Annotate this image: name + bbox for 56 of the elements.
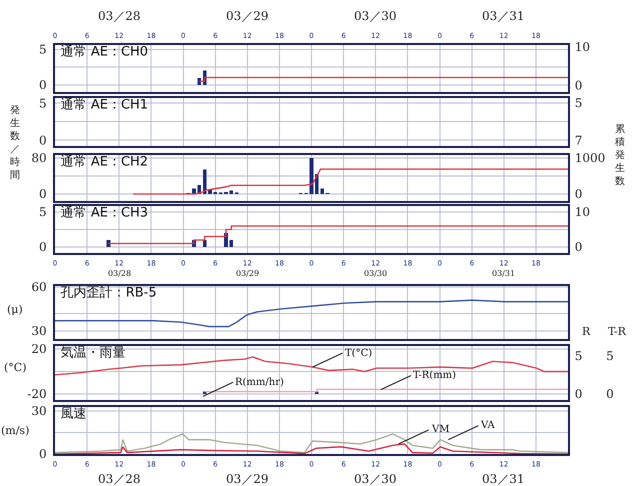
y-tick-label: 5 xyxy=(38,42,47,56)
annotation: VA xyxy=(480,420,496,431)
annotation: R(mm/hr) xyxy=(235,377,284,388)
y-axis-title: (μ) xyxy=(7,303,23,316)
y2-tick-label: 1000 xyxy=(574,151,606,166)
x2-tick-label: 03／30 xyxy=(354,9,397,23)
y2-tick-label: 0 xyxy=(574,78,582,92)
y-tick-label: 5 xyxy=(38,205,47,220)
chart-title: 通常 AE：CH3 xyxy=(60,206,148,221)
y2-tick-label: 0 xyxy=(574,187,582,202)
annotation: T-R(mm) xyxy=(413,370,456,381)
y3-tick-label: 5 xyxy=(606,349,614,364)
y-tick-label: 30 xyxy=(31,404,47,418)
x2-tick-label: 03／30 xyxy=(354,472,397,486)
y-axis-title: 発生数／時間 xyxy=(10,105,20,181)
chart-title: 気温・雨量 xyxy=(60,346,126,361)
y-tick-label: -20 xyxy=(27,387,47,402)
chart-title: 孔内歪計：RB-5 xyxy=(60,286,157,301)
y-tick-label: 0 xyxy=(38,187,47,202)
y3-tick-label: 0 xyxy=(606,387,614,402)
chart-title: 通常 AE：CH2 xyxy=(60,154,148,170)
x2-tick-label: 03/28 xyxy=(108,269,132,278)
y-tick-label: 60 xyxy=(31,280,47,294)
y-axis-title: (m/s) xyxy=(1,424,30,437)
y2-tick-label: 10 xyxy=(574,40,590,54)
y2-axis-title: R xyxy=(582,325,591,338)
y-tick-label: 80 xyxy=(31,151,47,166)
chart-title: 風速 xyxy=(60,406,87,422)
y-tick-label: 0 xyxy=(38,78,47,92)
x2-tick-label: 03/30 xyxy=(364,269,388,278)
x2-tick-label: 03／29 xyxy=(226,472,269,486)
x2-tick-label: 03/29 xyxy=(236,269,260,278)
x2-tick-label: 03／31 xyxy=(482,9,525,23)
x2-tick-label: 03／28 xyxy=(98,472,141,486)
annotation: T(°C) xyxy=(345,348,372,359)
y2-tick-label: 0 xyxy=(574,240,582,254)
y2-tick-label: 0 xyxy=(574,387,582,402)
y-axis-title: (°C) xyxy=(4,361,26,374)
annotation: VM xyxy=(431,424,450,435)
y-tick-label: 5 xyxy=(38,96,47,110)
y-tick-label: 20 xyxy=(31,342,47,356)
y2-tick-label: 7 xyxy=(574,133,582,148)
y2-tick-label: 5 xyxy=(574,349,582,364)
x2-tick-label: 03／31 xyxy=(482,472,525,486)
x2-tick-label: 03／29 xyxy=(226,9,269,23)
y2-tick-label: 10 xyxy=(574,205,590,220)
x2-tick-label: 03／28 xyxy=(98,9,141,23)
y-tick-label: 30 xyxy=(31,324,47,338)
chart-title: 通常 AE：CH1 xyxy=(60,98,148,113)
y2-tick-label: 5 xyxy=(574,96,582,110)
y-tick-label: 0 xyxy=(38,133,47,148)
y2-axis-title: 累積発生数 xyxy=(615,124,625,187)
chart-title: 通常 AE：CH0 xyxy=(60,44,148,60)
x2-tick-label: 03/31 xyxy=(492,269,516,278)
y-tick-label: 0 xyxy=(38,240,47,254)
y3-axis-title: T-R xyxy=(608,325,627,338)
